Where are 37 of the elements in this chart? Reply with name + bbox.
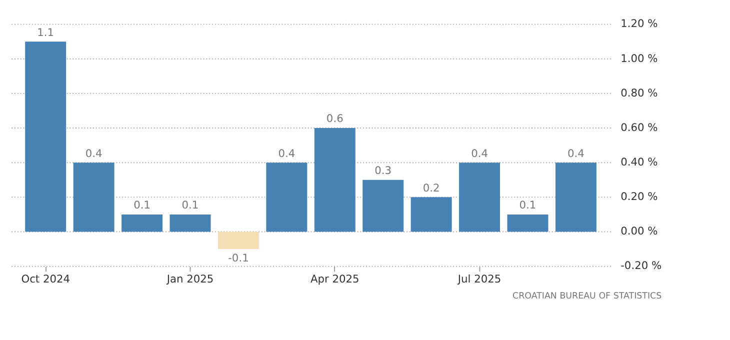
bar	[314, 128, 356, 232]
data-label: 0.4	[471, 146, 488, 160]
data-label: 0.4	[85, 146, 103, 160]
bar	[170, 214, 211, 232]
y-tick-label: 0.80 %	[620, 86, 658, 100]
bar	[459, 162, 500, 232]
x-tick-label: Jul 2025	[456, 272, 502, 286]
data-label: 0.6	[326, 112, 344, 126]
data-label: 0.2	[422, 181, 440, 194]
x-tick-label: Jan 2025	[166, 272, 214, 286]
bar	[266, 162, 308, 232]
data-label: 0.1	[519, 198, 536, 212]
bar	[362, 180, 404, 232]
y-tick-label: 0.00 %	[620, 224, 658, 238]
data-label: 1.1	[37, 26, 54, 39]
y-tick-label: -0.20 %	[620, 259, 662, 272]
bar	[122, 214, 163, 232]
data-label: 0.1	[134, 198, 150, 212]
bar	[507, 214, 548, 232]
data-label: 0.1	[182, 198, 199, 212]
y-tick-label: 1.20 %	[620, 17, 658, 30]
bar	[410, 197, 452, 232]
bar	[555, 162, 596, 232]
y-tick-label: 0.20 %	[620, 190, 658, 204]
text: CROATIAN BUREAU OF STATISTICS	[512, 291, 662, 302]
x-tick-label: Oct 2024	[21, 272, 70, 286]
data-label: -0.1	[228, 252, 249, 265]
bar	[73, 162, 114, 232]
data-label: 0.3	[374, 164, 392, 178]
data-label: 0.4	[278, 146, 296, 160]
data-label: 0.4	[568, 146, 585, 160]
x-tick-label: Apr 2025	[310, 272, 360, 286]
bar	[218, 232, 259, 250]
y-tick-label: 0.40 %	[620, 156, 658, 169]
bar	[25, 42, 66, 232]
y-tick-label: 1.00 %	[620, 52, 658, 65]
y-tick-label: 0.60 %	[620, 120, 658, 134]
